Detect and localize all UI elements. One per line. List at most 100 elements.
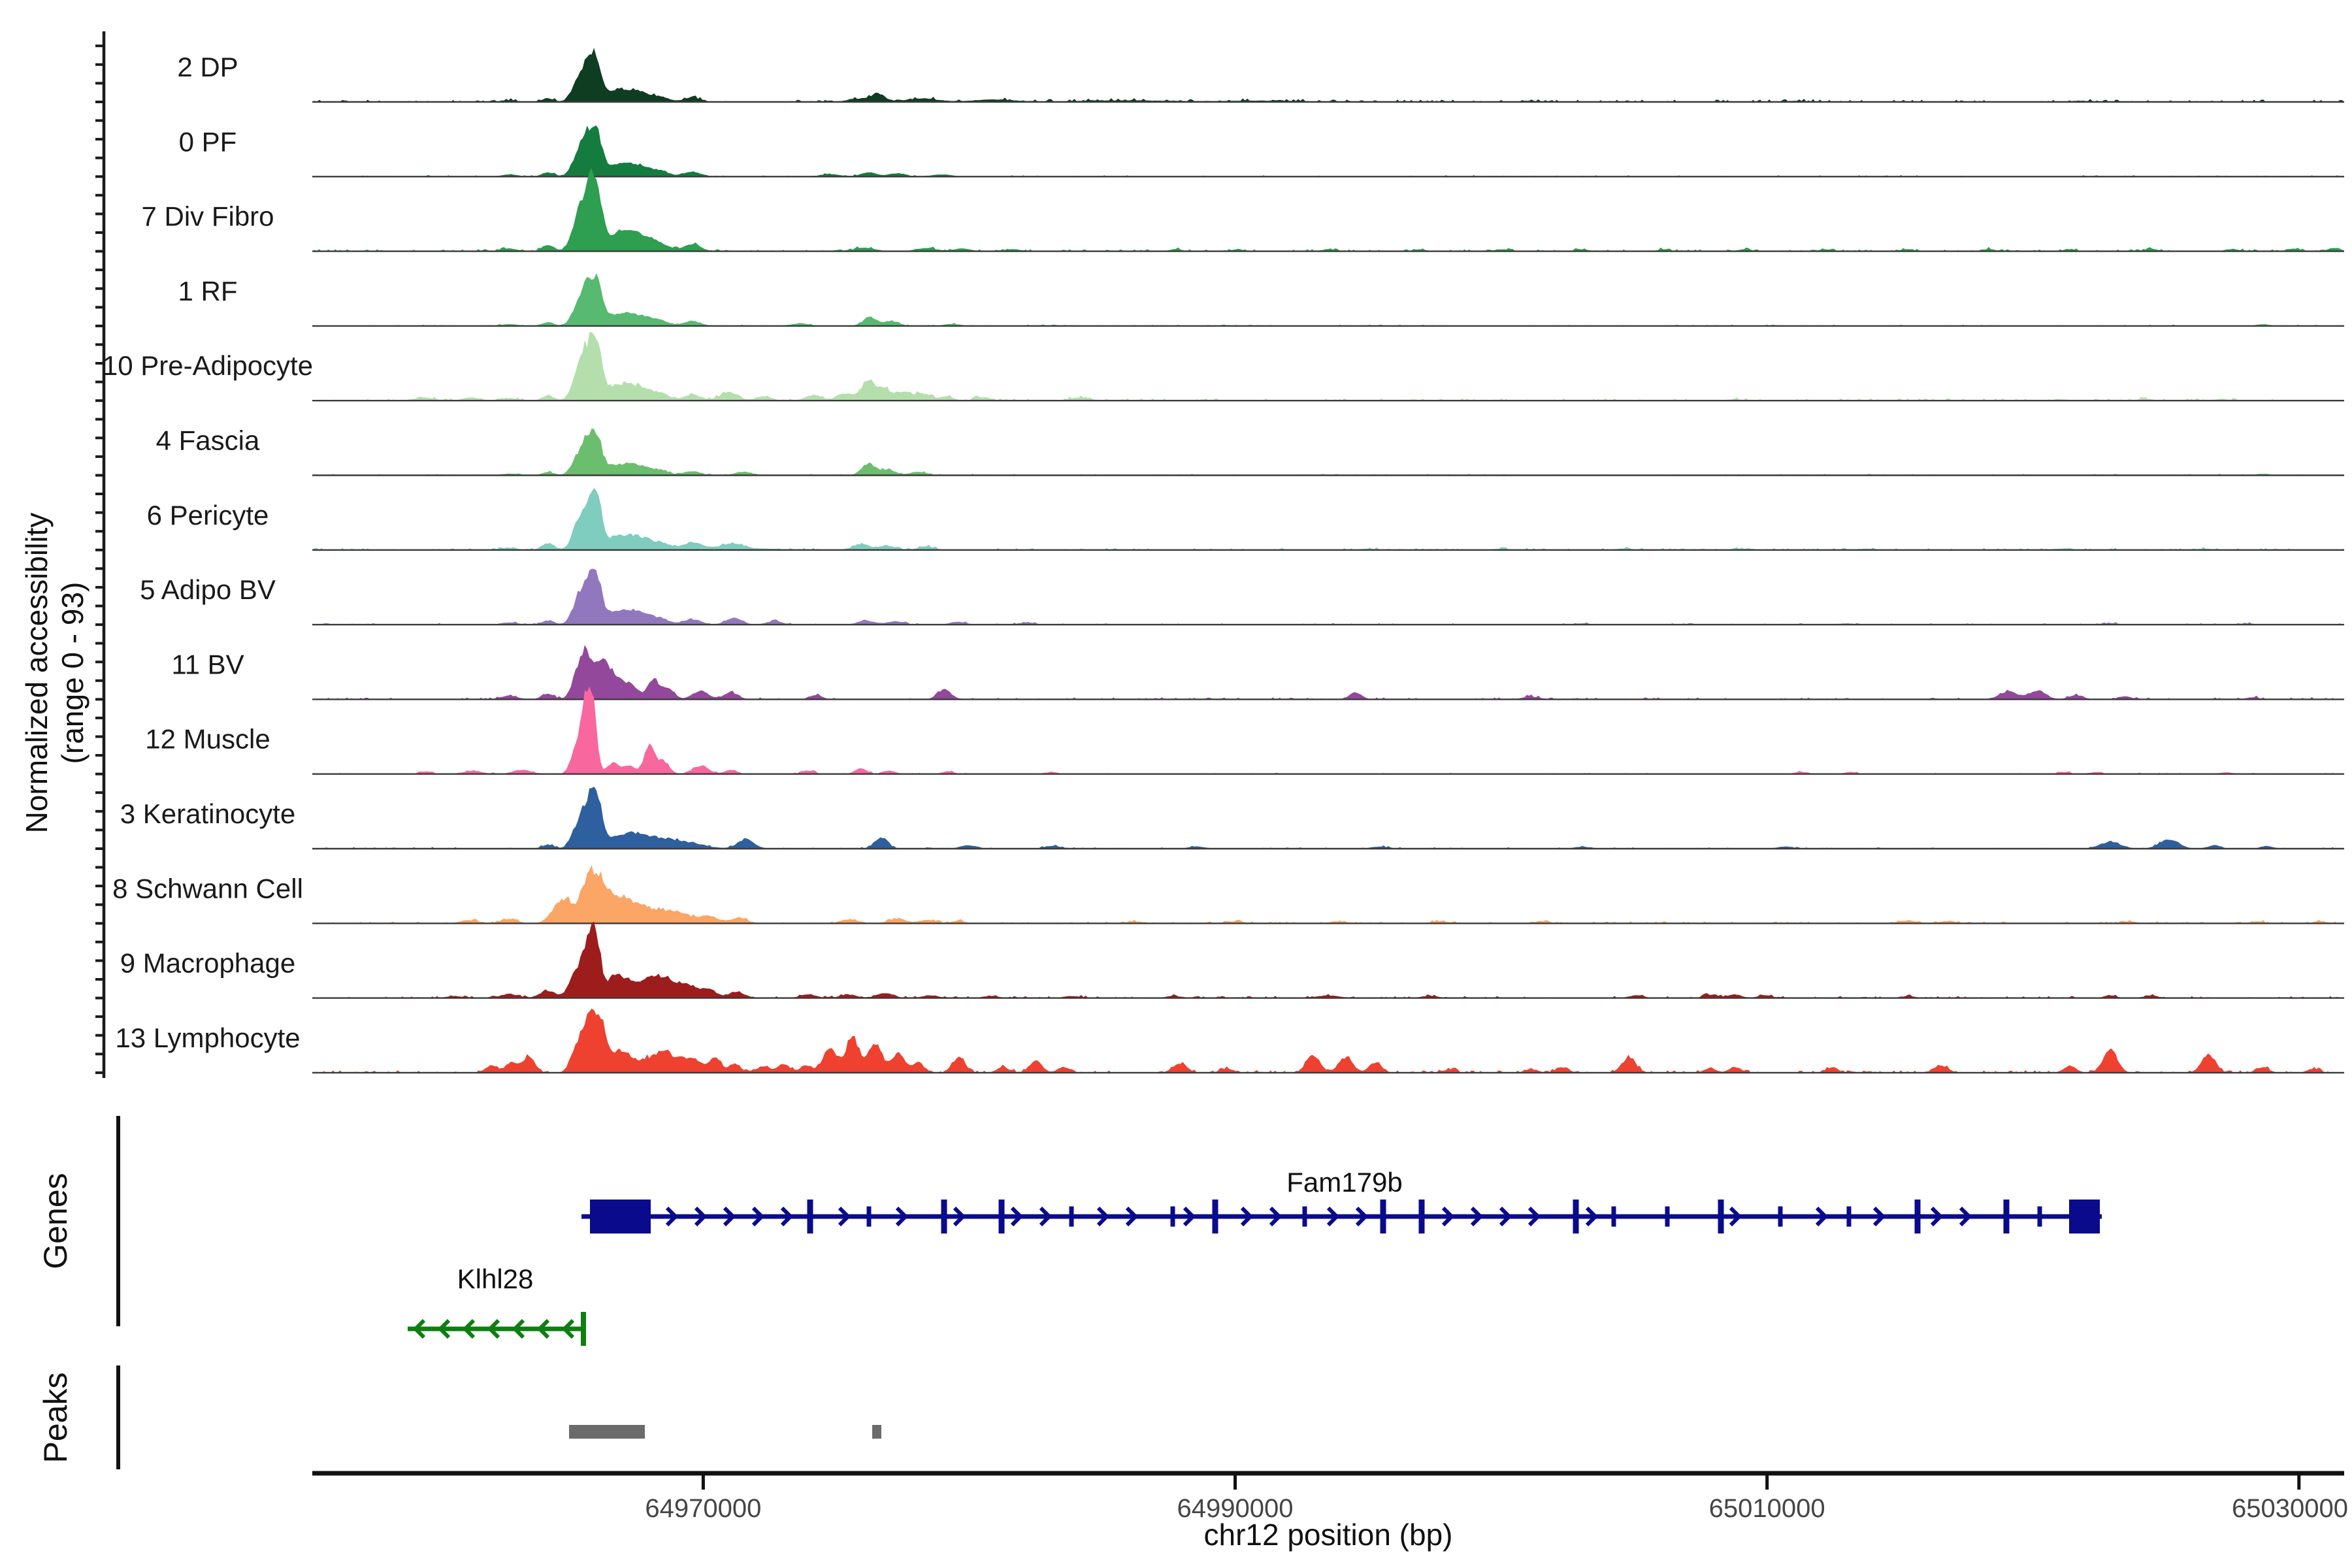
coverage-area-4-fascia [312,428,2344,476]
accessibility-axis-ruler [95,31,106,1078]
track-label-10-pre-adipocyte: 10 Pre-Adipocyte [103,350,313,381]
strand-chevron-icon [1039,1206,1053,1227]
strand-chevron-icon [1872,1206,1886,1227]
strand-chevron-icon [412,1318,426,1339]
exon-tick [1665,1206,1670,1227]
track-3-keratinocyte: 3 Keratinocyte [120,787,2344,850]
coverage-area-8-schwann-cell [312,865,2344,924]
exon-tick [1212,1200,1218,1233]
peak-interval [569,1425,645,1439]
called-peaks [569,1425,881,1439]
x-axis-tick-label: 65030000 [2232,1494,2348,1523]
coverage-area-0-pf [312,125,2344,177]
track-label-2-dp: 2 DP [177,52,238,82]
gene-models: Fam179b Klhl28 [408,1167,2102,1346]
coverage-area-1-rf [312,273,2344,326]
genes-section-label: Genes [37,1173,74,1269]
strand-chevron-icon [1269,1206,1282,1227]
track-4-fascia: 4 Fascia [156,425,2344,476]
y-axis-title-line2: (range 0 - 93) [56,582,90,764]
track-8-schwann-cell: 8 Schwann Cell [112,865,2344,924]
track-label-12-muscle: 12 Muscle [145,724,270,755]
strand-chevron-icon [1959,1206,1972,1227]
coverage-area-13-lymphocyte [312,1008,2344,1073]
strand-chevron-icon [1585,1206,1599,1227]
strand-chevron-icon [1326,1206,1340,1227]
strand-chevron-icon [694,1206,708,1227]
track-11-bv: 11 BV [171,645,2344,700]
y-axis-title-line1: Normalized accessibility [20,513,54,834]
exon-box [590,1200,651,1233]
exon-tick [1573,1200,1579,1233]
coverage-area-10-pre-adipocyte [312,332,2344,401]
strand-chevron-icon [1930,1206,1944,1227]
strand-chevron-icon [665,1206,679,1227]
exon-tick [1778,1206,1783,1227]
track-label-4-fascia: 4 Fascia [156,425,260,456]
strand-chevron-icon [953,1206,966,1227]
gene-name-fam179b: Fam179b [1286,1167,1402,1198]
strand-chevron-icon [1096,1206,1110,1227]
track-label-0-pf: 0 PF [179,126,237,157]
x-axis-tick-label: 64990000 [1177,1494,1294,1523]
strand-chevron-icon [487,1318,500,1339]
exon-tick [807,1200,813,1233]
track-6-pericyte: 6 Pericyte [147,487,2344,551]
exon-tick [1170,1206,1175,1227]
exon-tick [866,1206,872,1227]
track-label-1-rf: 1 RF [178,276,237,306]
exon-tick [1611,1206,1616,1227]
strand-chevron-icon [1441,1206,1455,1227]
track-2-dp: 2 DP [177,48,2344,103]
exon-tick [1418,1200,1425,1233]
strand-chevron-icon [512,1318,525,1339]
exon-tick [1914,1200,1921,1233]
track-5-adipo-bv: 5 Adipo BV [140,568,2344,626]
strand-chevron-icon [1240,1206,1254,1227]
x-axis-tick-label: 64970000 [645,1494,761,1523]
track-12-muscle: 12 Muscle [145,687,2344,775]
strand-chevron-icon [1470,1206,1484,1227]
track-label-3-keratinocyte: 3 Keratinocyte [120,798,296,829]
x-axis-title: chr12 position (bp) [1204,1518,1453,1552]
coverage-tracks: 2 DP 0 PF 7 Div Fibro 1 RF 10 Pre-Adipocyte 4… [103,48,2344,1074]
exon-tick [1069,1206,1074,1227]
strand-chevron-icon [1355,1206,1369,1227]
track-label-8-schwann-cell: 8 Schwann Cell [112,873,303,904]
strand-chevron-icon [1125,1206,1139,1227]
exon-tick [2037,1206,2042,1227]
track-0-pf: 0 PF [179,125,2344,178]
track-label-9-macrophage: 9 Macrophage [120,948,296,979]
coverage-area-3-keratinocyte [312,787,2344,849]
track-1-rf: 1 RF [178,273,2344,327]
exon-tick [1302,1206,1307,1227]
exon-tick [1846,1206,1852,1227]
x-axis-tick-label: 65010000 [1709,1494,1825,1523]
track-7-div-fibro: 7 Div Fibro [141,168,2344,252]
gene-fam179b: Fam179b [581,1167,2102,1233]
exon-box [2069,1200,2100,1233]
exon-tick [998,1200,1005,1233]
gene-klhl28: Klhl28 [408,1264,586,1346]
gene-name-klhl28: Klhl28 [457,1264,534,1294]
peaks-section-label: Peaks [37,1373,74,1463]
track-label-7-div-fibro: 7 Div Fibro [141,201,274,232]
coverage-area-11-bv [312,645,2344,700]
exon-tick [2003,1200,2010,1233]
strand-chevron-icon [437,1318,451,1339]
strand-chevron-icon [723,1206,736,1227]
strand-chevron-icon [462,1318,476,1339]
strand-chevron-icon [1527,1206,1541,1227]
track-label-13-lymphocyte: 13 Lymphocyte [115,1022,300,1053]
strand-chevron-icon [838,1206,851,1227]
exon-tick [1718,1200,1724,1233]
track-label-11-bv: 11 BV [171,649,244,679]
track-9-macrophage: 9 Macrophage [120,921,2344,999]
track-label-5-adipo-bv: 5 Adipo BV [140,574,276,605]
strand-chevron-icon [1499,1206,1512,1227]
strand-chevron-icon [1815,1206,1829,1227]
track-10-pre-adipocyte: 10 Pre-Adipocyte [103,332,2344,402]
strand-chevron-icon [1729,1206,1742,1227]
